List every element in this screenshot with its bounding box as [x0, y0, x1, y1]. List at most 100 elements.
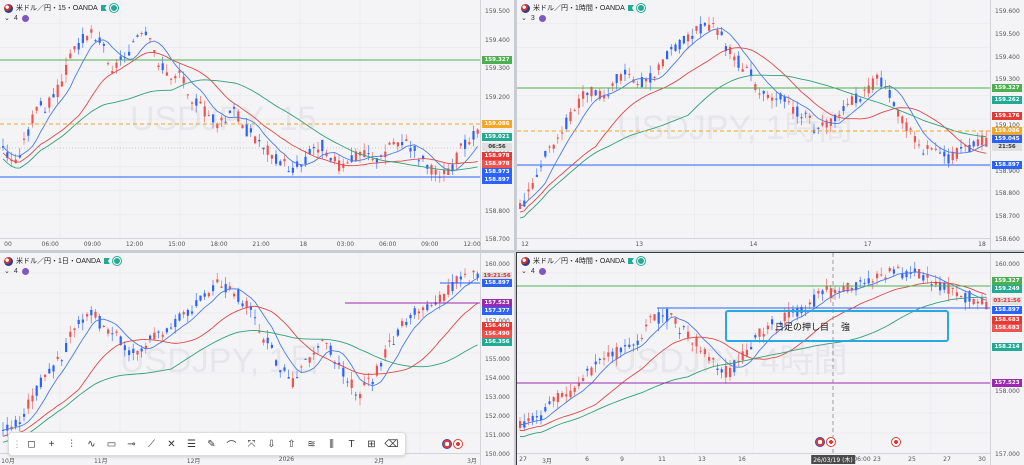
- price-label[interactable]: 158.897: [482, 176, 512, 184]
- time-axis[interactable]: 12 13 14 17 18: [517, 238, 990, 250]
- annotation-suffix[interactable]: 強: [841, 322, 851, 332]
- candle: [976, 301, 979, 304]
- symbol-title[interactable]: 米ドル／円・1時間・OANDA: [533, 5, 625, 12]
- horizontal-ray-icon[interactable]: ⊸: [127, 438, 136, 450]
- price-label[interactable]: 158.978: [482, 160, 512, 168]
- symbol-title[interactable]: 米ドル／円・1日・OANDA: [16, 258, 101, 265]
- price-label[interactable]: 159.176: [992, 112, 1022, 120]
- indicator-toggle[interactable]: ⌄ 3: [521, 14, 546, 22]
- price-label[interactable]: 21:56: [992, 143, 1022, 151]
- drawing-toolbar[interactable]: ⋮ ◻ + ⫶ ∿ ▭ ⊸ ⟋ ✕ ☰ ✎ ⌒ ⤧ ⇩ ⇧ ≋ ⫼ T ⊞ ⌫: [8, 432, 406, 456]
- annotation-box[interactable]: [725, 310, 949, 342]
- chart-pane-1h[interactable]: USDJPY, 1時間 米ドル／円・1時間・OANDA ⌄ 3 159.600 1…: [517, 0, 1024, 250]
- price-label[interactable]: 159.086: [992, 127, 1022, 135]
- horizontal-lines-icon[interactable]: ⫼: [329, 438, 334, 450]
- price-label[interactable]: 156.356: [482, 338, 512, 346]
- box-plus-icon[interactable]: ⊞: [367, 438, 376, 450]
- chart-legend[interactable]: 米ドル／円・1日・OANDA: [4, 256, 121, 266]
- price-label[interactable]: 158.897: [992, 306, 1022, 314]
- candle: [699, 24, 702, 34]
- measure-icon[interactable]: ⤧: [247, 438, 256, 450]
- price-label[interactable]: 159.327: [992, 277, 1022, 285]
- price-label[interactable]: 159.249: [992, 285, 1022, 293]
- price-label[interactable]: 06:56: [482, 143, 512, 151]
- candle: [758, 93, 761, 95]
- price-plot-1h[interactable]: [517, 0, 990, 238]
- vertical-line-icon[interactable]: ⫶: [70, 438, 73, 450]
- chart-legend[interactable]: 米ドル／円・15・OANDA: [4, 3, 118, 13]
- chart-pane-4h[interactable]: USDJPY, 4時間 米ドル／円・4時間・OANDA ⌄ 4 日足の押し目 強…: [516, 252, 1024, 465]
- price-label[interactable]: 19:21:56: [482, 272, 512, 280]
- cursor-square-icon[interactable]: ◻: [27, 438, 36, 450]
- event-markers-1d[interactable]: [442, 439, 463, 449]
- toolbar-drag-handle[interactable]: ⋮: [12, 438, 22, 449]
- extended-line-icon[interactable]: ✕: [167, 438, 176, 450]
- brush-icon[interactable]: ⌒: [226, 440, 237, 452]
- price-label[interactable]: 157.377: [482, 307, 512, 315]
- candle: [603, 95, 606, 99]
- jpy-event-icon[interactable]: [826, 437, 836, 447]
- price-plot-4h[interactable]: [517, 253, 990, 453]
- indicator-toggle[interactable]: ⌄ 4: [4, 267, 29, 275]
- price-label[interactable]: 158.683: [992, 324, 1022, 332]
- price-label[interactable]: 159.327: [482, 56, 512, 64]
- usd-event-icon[interactable]: [815, 437, 825, 447]
- text-icon[interactable]: T: [348, 438, 355, 450]
- price-label[interactable]: 159.021: [482, 133, 512, 141]
- price-label[interactable]: 159.262: [992, 96, 1022, 104]
- candle: [561, 132, 564, 134]
- trend-line-icon[interactable]: ⟋: [148, 438, 155, 450]
- parallel-channel-icon[interactable]: ☰: [187, 438, 196, 450]
- price-label[interactable]: 158.683: [992, 316, 1022, 324]
- price-axis[interactable]: 159.500159.400159.300159.200159.100159.0…: [480, 0, 514, 250]
- price-label[interactable]: 158.897: [992, 161, 1022, 169]
- jpy-event-icon[interactable]: [453, 439, 463, 449]
- fib-icon[interactable]: ≋: [307, 438, 316, 450]
- candle: [745, 66, 748, 68]
- price-axis[interactable]: 159.600159.500159.400159.300159.200159.1…: [990, 0, 1024, 250]
- time-axis[interactable]: 00 06:00 09:00 12:00 15:00 18:00 21:00 18 03:00 0…: [0, 238, 481, 250]
- price-axis[interactable]: 160.000159.000158.000157.000159.327159.2…: [990, 253, 1024, 465]
- price-plot-15m[interactable]: [0, 0, 480, 238]
- jpy-event-icon[interactable]: [891, 437, 901, 447]
- candle: [724, 366, 727, 378]
- price-label[interactable]: 158.897: [482, 279, 512, 287]
- time-axis[interactable]: 27 3月 6 9 11 13 16 26/03/19 (木) 06:00 23 25 27 30: [517, 453, 990, 465]
- usd-event-icon[interactable]: [442, 439, 452, 449]
- erase-icon[interactable]: ⌫: [384, 438, 399, 450]
- candle: [985, 301, 988, 310]
- price-label[interactable]: 03:21:56: [992, 297, 1022, 305]
- annotation-text[interactable]: 日足の押し目: [775, 322, 830, 332]
- arrow-up-icon[interactable]: ⇧: [287, 438, 296, 450]
- price-label[interactable]: 158.978: [482, 152, 512, 160]
- price-label[interactable]: 157.523: [992, 379, 1022, 387]
- candle: [56, 356, 59, 360]
- price-label[interactable]: 159.086: [482, 120, 512, 128]
- chart-pane-1d[interactable]: USDJPY, 1日 米ドル／円・1日・OANDA ⌄ 4 160.000159…: [0, 253, 514, 465]
- price-label[interactable]: 157.523: [482, 299, 512, 307]
- price-label[interactable]: 159.327: [992, 84, 1022, 92]
- event-markers[interactable]: [815, 437, 836, 447]
- arrow-down-icon[interactable]: ⇩: [267, 438, 276, 450]
- price-axis[interactable]: 160.000159.000158.000157.000156.000155.0…: [480, 253, 514, 465]
- price-plot-1d[interactable]: [0, 253, 480, 453]
- symbol-title[interactable]: 米ドル／円・4時間・OANDA: [533, 258, 625, 265]
- candle: [813, 294, 816, 307]
- price-label[interactable]: 159.045: [992, 135, 1022, 143]
- path-icon[interactable]: ∿: [87, 438, 96, 450]
- price-label[interactable]: 156.490: [482, 330, 512, 338]
- price-label[interactable]: 156.490: [482, 322, 512, 330]
- event-markers-2[interactable]: [891, 437, 901, 447]
- candle: [60, 360, 63, 362]
- price-label[interactable]: 158.214: [992, 343, 1022, 351]
- pen-icon[interactable]: ✎: [207, 438, 216, 450]
- price-label[interactable]: 158.973: [482, 168, 512, 176]
- chart-pane-15m[interactable]: USDJPY, 15 米ドル／円・15・OANDA ⌄ 4 159.500 159…: [0, 0, 514, 250]
- crosshair-icon[interactable]: +: [48, 438, 55, 450]
- symbol-title[interactable]: 米ドル／円・15・OANDA: [16, 5, 98, 12]
- indicator-toggle[interactable]: ⌄ 4: [521, 267, 546, 275]
- indicator-toggle[interactable]: ⌄ 4: [4, 14, 29, 22]
- rectangle-icon[interactable]: ▭: [106, 438, 117, 450]
- chart-legend[interactable]: 米ドル／円・4時間・OANDA: [521, 256, 645, 266]
- chart-legend[interactable]: 米ドル／円・1時間・OANDA: [521, 3, 645, 13]
